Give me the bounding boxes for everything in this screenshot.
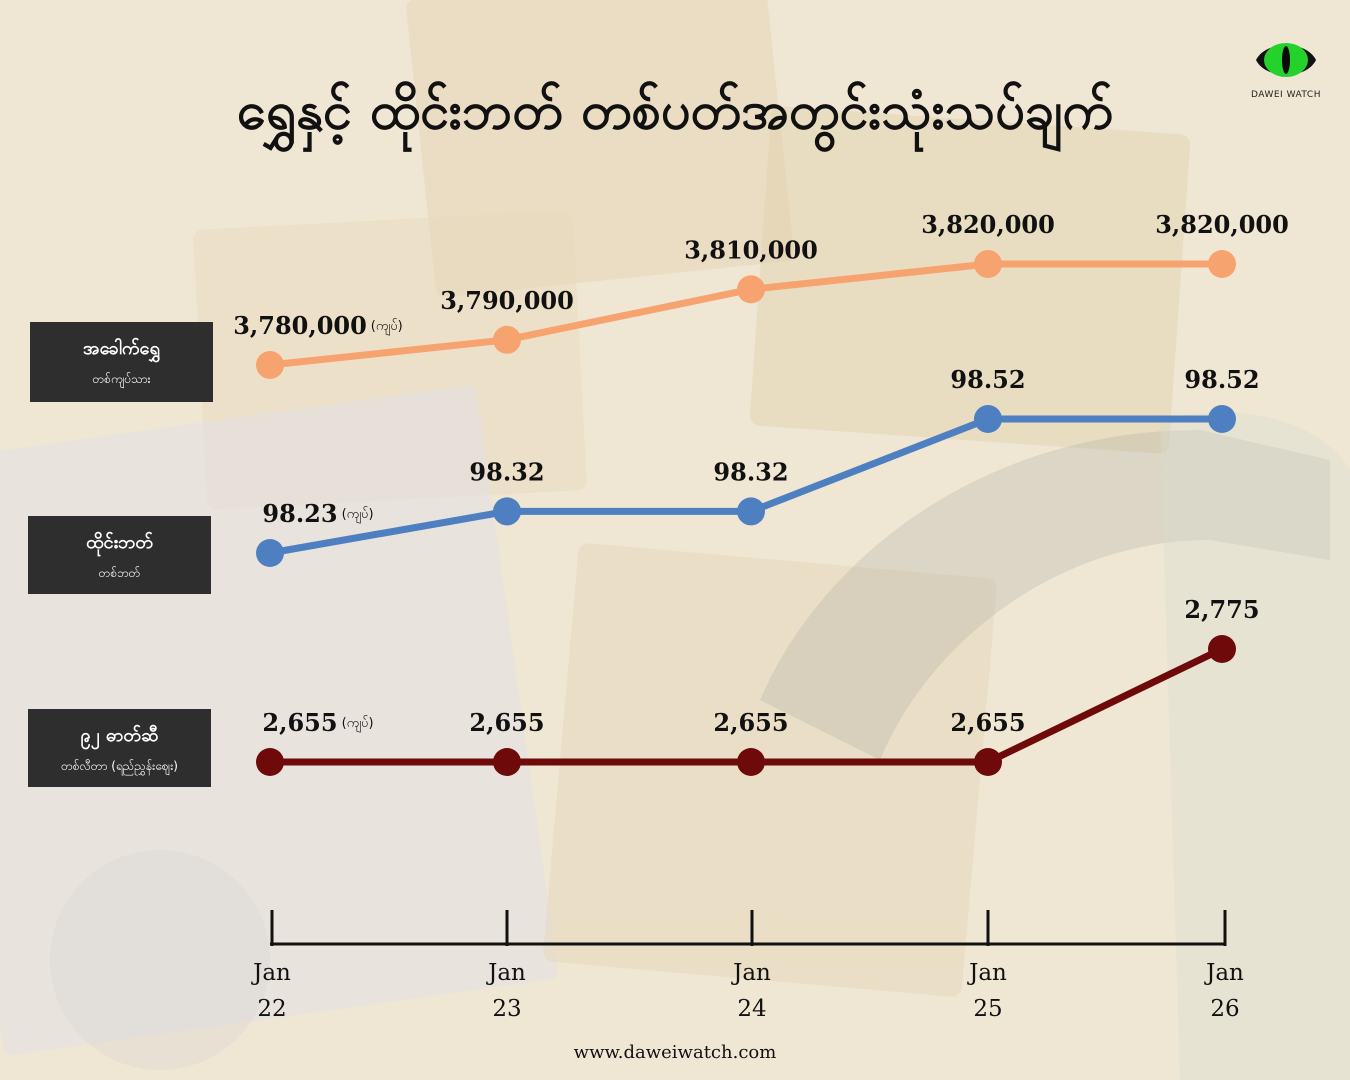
- data-label-fuel: 2,655: [469, 708, 544, 737]
- x-tick-label-month: Jan: [967, 960, 1007, 986]
- side-label-gold-title: အခေါက်ရွှေ: [83, 338, 160, 359]
- data-label-fuel: 2,775: [1184, 595, 1259, 624]
- x-tick-label-day: 26: [1210, 996, 1239, 1022]
- data-point-baht: [737, 497, 765, 526]
- logo-text: DAWEI WATCH: [1251, 90, 1321, 100]
- page-title: ရွှေနှင့် ထိုင်းဘတ် တစ်ပတ်အတွင်းသုံးသပ်ခ…: [236, 81, 1114, 141]
- data-label-fuel: 2,655: [950, 708, 1025, 737]
- side-label-baht-unit: တစ်ဘတ်: [98, 566, 141, 580]
- data-point-fuel: [974, 748, 1002, 776]
- data-label-baht: 98.52: [950, 365, 1025, 394]
- data-label-gold: 3,780,000: [233, 311, 367, 340]
- data-point-baht: [256, 539, 284, 567]
- x-tick-label-day: 22: [257, 996, 286, 1022]
- x-tick-label-day: 25: [973, 996, 1002, 1022]
- logo: DAWEI WATCH: [1244, 36, 1328, 100]
- data-label-fuel: 2,655: [713, 708, 788, 737]
- data-label-gold: 3,820,000: [1155, 210, 1289, 239]
- side-label-baht-title: ထိုင်းဘတ်: [86, 532, 153, 553]
- data-point-gold: [974, 250, 1002, 278]
- data-label-gold: 3,790,000: [440, 286, 574, 315]
- data-point-gold: [493, 325, 521, 354]
- x-tick-label-month: Jan: [1204, 960, 1244, 986]
- side-label-baht: ထိုင်းဘတ် တစ်ဘတ်: [28, 516, 211, 594]
- data-point-fuel: [1208, 635, 1236, 663]
- x-tick-label-month: Jan: [486, 960, 526, 986]
- data-point-fuel: [256, 748, 284, 776]
- unit-label-fuel: (ကျပ်): [342, 715, 374, 733]
- data-point-baht: [974, 405, 1002, 433]
- unit-label-gold: (ကျပ်): [371, 318, 403, 336]
- side-label-gold-unit: တစ်ကျပ်သား: [92, 372, 151, 386]
- data-point-gold: [256, 351, 284, 379]
- data-point-fuel: [493, 748, 521, 776]
- data-label-gold: 3,820,000: [921, 210, 1055, 239]
- unit-label-baht: (ကျပ်): [342, 506, 374, 524]
- data-label-baht: 98.52: [1184, 365, 1259, 394]
- series-line-fuel: [266, 645, 1226, 766]
- data-label-fuel: 2,655: [262, 708, 337, 737]
- side-label-fuel: ၉၂ ဓာတ်ဆီ တစ်လီတာ (ရည်ညွှန်းဈေး): [28, 709, 211, 787]
- cat-eye-icon: [1256, 43, 1316, 77]
- x-tick-label-month: Jan: [731, 960, 771, 986]
- x-tick-label-day: 23: [492, 996, 521, 1022]
- data-point-gold: [1208, 250, 1236, 278]
- data-label-gold: 3,810,000: [684, 235, 818, 264]
- x-tick-label-day: 24: [737, 996, 766, 1022]
- footer-url: www.daweiwatch.com: [573, 1042, 777, 1063]
- data-point-fuel: [737, 748, 765, 776]
- data-label-baht: 98.32: [469, 457, 544, 486]
- side-label-gold: အခေါက်ရွှေ တစ်ကျပ်သား: [30, 322, 213, 402]
- data-label-baht: 98.32: [713, 457, 788, 486]
- data-point-baht: [493, 497, 521, 526]
- side-label-fuel-title: ၉၂ ဓာတ်ဆီ: [80, 725, 159, 746]
- x-tick-label-month: Jan: [251, 960, 291, 986]
- data-label-baht: 98.23: [262, 499, 337, 528]
- data-point-gold: [737, 275, 765, 304]
- side-label-fuel-unit: တစ်လီတာ (ရည်ညွှန်းဈေး): [61, 759, 178, 773]
- data-point-baht: [1208, 405, 1236, 433]
